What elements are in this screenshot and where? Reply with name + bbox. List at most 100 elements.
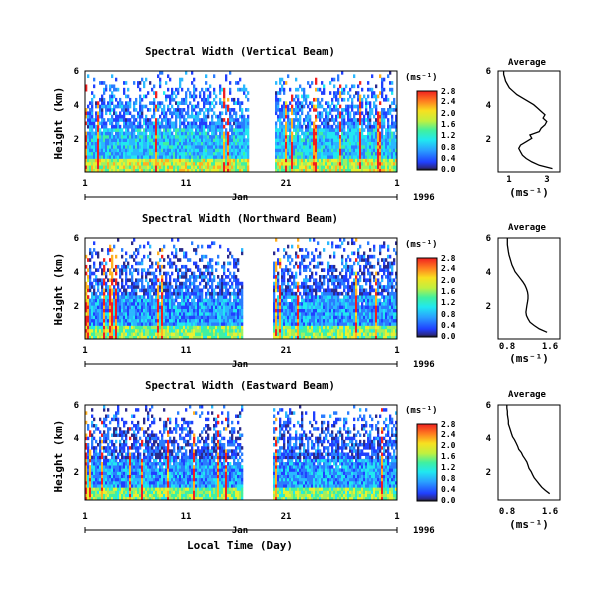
heatmap-cell [123,108,126,112]
heatmap-cell [309,145,312,149]
heatmap-cell [229,278,232,283]
heatmap-cell [185,322,188,326]
heatmap-cell [311,258,314,262]
heatmap-cell [191,145,194,149]
heatmap-cell [379,111,382,116]
heatmap-cell [241,161,244,166]
heatmap-cell [119,128,122,132]
heatmap-cell [161,108,164,112]
heatmap-cell [141,114,144,119]
heatmap-cell [105,308,108,313]
heatmap-cell [367,101,370,105]
heatmap-cell [161,281,164,286]
heatmap-cell [193,84,196,89]
heatmap-cell [281,315,284,320]
heatmap-cell [227,131,230,136]
heatmap-cell [223,87,226,92]
heatmap-cell [131,241,134,246]
heatmap-cell [377,134,380,139]
heatmap-cell [187,291,190,296]
heatmap-cell [145,151,148,156]
heatmap-cell [85,305,88,309]
heatmap-cell [219,325,222,330]
heatmap-cell [191,151,194,156]
heatmap-cell [353,155,356,159]
heatmap-cell [275,325,278,330]
heatmap-cell [185,158,188,163]
heatmap-cell [281,128,284,132]
heatmap-cell [181,168,184,173]
heatmap-cell [115,322,118,326]
heatmap-cell [107,291,110,296]
heatmap-cell [197,141,200,146]
heatmap-cell [97,131,100,136]
heatmap-cell [365,97,368,102]
heatmap-cell [341,168,344,173]
heatmap-cell [191,108,194,112]
heatmap-cell [165,332,168,336]
heatmap-cell [277,278,280,283]
heatmap-cell [93,248,96,252]
heatmap-cell [225,138,228,142]
heatmap-cell [133,134,136,139]
heatmap-cell [351,155,354,159]
heatmap-cell [221,145,224,149]
heatmap-cell [87,322,90,326]
heatmap-cell [93,94,96,99]
heatmap-cell [185,138,188,142]
heatmap-cell [375,94,378,99]
heatmap-cell [363,141,366,146]
heatmap-cell [353,134,356,139]
heatmap-cell [217,285,220,289]
heatmap-cell [333,161,336,166]
heatmap-cell [215,325,218,330]
heatmap-cell [181,111,184,116]
heatmap-cell [295,318,298,323]
heatmap-cell [119,124,122,129]
heatmap-cell [293,328,296,333]
heatmap-cell [311,145,314,149]
heatmap-cell [147,145,150,149]
heatmap-cell [149,271,152,276]
heatmap-cell [97,332,100,336]
heatmap-cell [241,118,244,122]
heatmap-cell [97,111,100,116]
heatmap-cell [171,161,174,166]
heatmap-cell [275,131,278,136]
heatmap-cell [187,312,190,316]
heatmap-cell [279,128,282,132]
heatmap-cell [285,161,288,166]
heatmap-cell [139,318,142,323]
heatmap-cell [339,111,342,116]
heatmap-cell [177,165,180,169]
heatmap-cell [99,145,102,149]
heatmap-cell [133,128,136,132]
heatmap-cell [163,91,166,95]
heatmap-cell [375,151,378,156]
heatmap-cell [309,165,312,169]
heatmap-cell [177,271,180,276]
heatmap-cell [95,325,98,330]
heatmap-cell [361,124,364,129]
heatmap-cell [145,301,148,306]
heatmap-cell [191,104,194,109]
heatmap-cell [153,158,156,163]
heatmap-cell [203,134,206,139]
heatmap-cell [171,301,174,306]
heatmap-cell [203,325,206,330]
heatmap-cell [99,81,102,85]
heatmap-cell [343,158,346,163]
heatmap-cell [177,285,180,289]
heatmap-cell [163,244,166,249]
heatmap-cell [299,155,302,159]
heatmap-cell [295,328,298,333]
heatmap-cell [229,295,232,299]
heatmap-cell [137,332,140,336]
heatmap-cell [317,101,320,105]
heatmap-cell [181,301,184,306]
heatmap-cell [355,151,358,156]
heatmap-cell [99,332,102,336]
heatmap-cell [295,94,298,99]
heatmap-cell [363,134,366,139]
heatmap-cell [281,151,284,156]
